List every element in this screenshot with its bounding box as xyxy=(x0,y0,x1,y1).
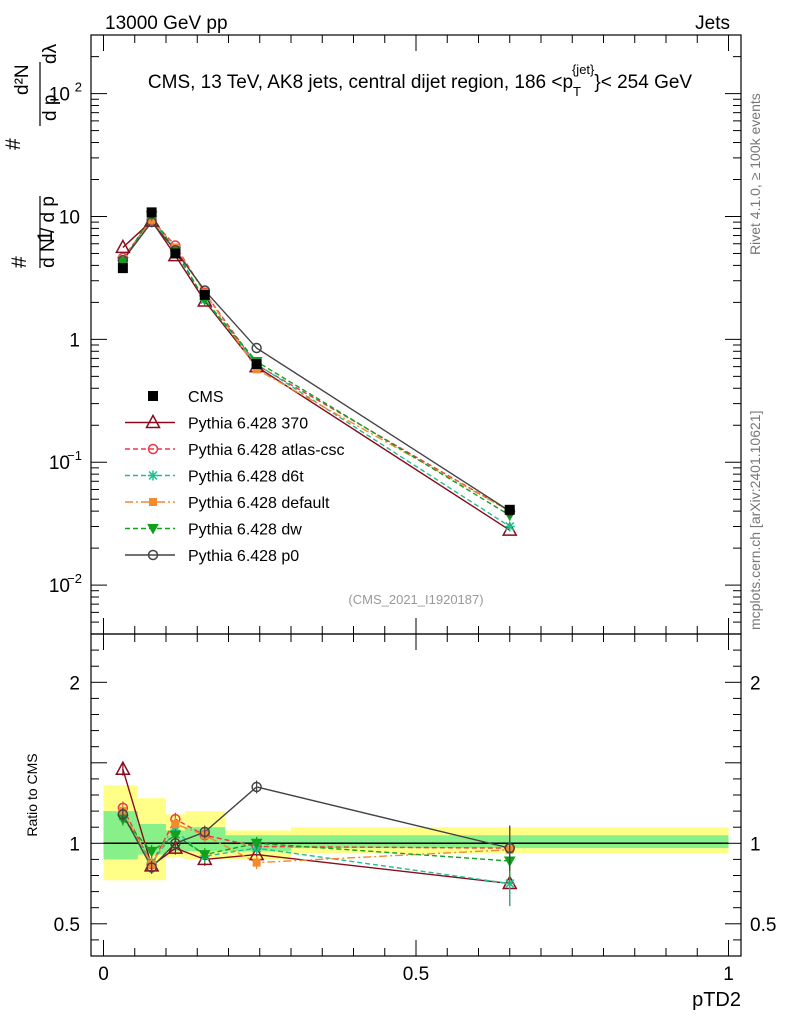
series-point xyxy=(252,365,261,374)
legend-label: Pythia 6.428 dw xyxy=(188,522,302,539)
data-point xyxy=(251,359,262,370)
y-tick-exponent: 2 xyxy=(75,80,82,95)
ratio-point xyxy=(198,850,211,861)
series-point xyxy=(504,521,515,532)
ylabel-dN: d N / d p xyxy=(38,196,59,268)
series-line xyxy=(122,214,511,516)
y-axis-label-ratio: Ratio to CMS xyxy=(24,753,40,836)
main-plot-frame xyxy=(90,34,742,635)
ratio-point xyxy=(115,760,131,775)
x-tick-label: 0 xyxy=(98,964,109,985)
legend-label: Pythia 6.428 d6t xyxy=(188,469,304,486)
ratio-line xyxy=(122,786,510,869)
ratio-point xyxy=(251,781,262,793)
chart-title: CMS, 13 TeV, AK8 jets, central dijet reg… xyxy=(148,62,693,99)
legend-marker xyxy=(149,498,157,506)
ratio-point xyxy=(169,830,182,842)
y-tick-exponent: −2 xyxy=(67,571,82,586)
ratio-point xyxy=(146,862,157,873)
header-right: Jets xyxy=(695,13,730,34)
legend-label: Pythia 6.428 370 xyxy=(188,416,308,433)
ratio-y-tick-label: 1 xyxy=(69,834,80,855)
ratio-point xyxy=(199,826,210,838)
series-point xyxy=(117,257,129,268)
y-tick-label: 10 xyxy=(49,453,70,474)
ratio-line xyxy=(122,810,510,866)
mcplots-label: mcplots.cern.ch [arXiv:2401.10621] xyxy=(747,411,763,630)
y-axis-label-main: # 1 d N / d p # d²N d p dλ xyxy=(2,43,61,268)
ratio-point xyxy=(145,846,158,858)
series-line xyxy=(122,218,511,512)
ylabel-dl: dλ xyxy=(40,43,61,64)
legend-marker xyxy=(147,549,159,561)
title-sub: T xyxy=(573,84,581,99)
ylabel-hash-1: # xyxy=(8,256,31,268)
legend-label: Pythia 6.428 atlas-csc xyxy=(188,442,345,459)
x-axis-label: pTD2 xyxy=(692,989,741,1011)
ratio-y-tick-label: 0.5 xyxy=(54,915,80,936)
legend-marker xyxy=(145,413,161,429)
ylabel-one: 1 xyxy=(34,230,57,242)
data-point xyxy=(170,248,181,259)
data-point xyxy=(504,504,515,515)
legend-marker xyxy=(147,443,159,455)
y-tick-label: 10 xyxy=(49,85,70,106)
series-line xyxy=(122,220,511,512)
y-tick-label: 1 xyxy=(69,330,80,351)
series-point xyxy=(115,238,131,254)
ratio-point xyxy=(171,819,180,828)
series-point xyxy=(146,216,157,228)
ylabel-hash-2: # xyxy=(2,138,25,150)
legend-marker xyxy=(148,391,158,401)
ratio-line xyxy=(122,769,510,885)
ylabel-d2N: d²N xyxy=(12,64,33,95)
analysis-watermark: (CMS_2021_I1920187) xyxy=(348,592,483,607)
ratio-y-tick-label-right: 0.5 xyxy=(750,915,776,936)
ratio-point xyxy=(252,858,261,867)
legend-label: CMS xyxy=(188,389,224,406)
ratio-y-tick-label: 2 xyxy=(69,673,80,694)
ylabel-dpdl: d p xyxy=(40,95,61,121)
data-point xyxy=(117,263,128,274)
legend-label: Pythia 6.428 p0 xyxy=(188,548,299,565)
ratio-line xyxy=(122,815,510,885)
ratio-point xyxy=(250,838,263,850)
y-tick-label: 10 xyxy=(49,576,70,597)
title-end: }< 254 GeV xyxy=(594,72,692,93)
x-tick-label: 0.5 xyxy=(403,964,429,985)
data-point xyxy=(146,207,157,218)
title-main: CMS, 13 TeV, AK8 jets, central dijet reg… xyxy=(148,72,573,93)
ratio-line xyxy=(122,818,510,862)
ratio-point xyxy=(170,838,181,849)
rivet-label: Rivet 4.1.0, ≥ 100k events xyxy=(747,93,763,255)
data-point xyxy=(199,289,210,300)
legend-marker xyxy=(148,470,158,481)
ratio-point xyxy=(504,842,515,854)
series-line xyxy=(122,219,511,531)
header-left: 13000 GeV pp xyxy=(105,13,228,34)
y-tick-label: 10 xyxy=(59,207,80,228)
legend-marker xyxy=(147,524,159,535)
ratio-y-tick-label-right: 1 xyxy=(750,834,761,855)
series-point xyxy=(251,342,262,354)
ratio-y-tick-label-right: 2 xyxy=(750,673,761,694)
title-sup: {jet} xyxy=(572,62,595,77)
legend-label: Pythia 6.428 default xyxy=(188,495,330,512)
ratio-plot-frame xyxy=(90,633,742,957)
x-tick-label: 1 xyxy=(723,964,734,985)
ratio-point xyxy=(117,809,129,820)
y-tick-exponent: −1 xyxy=(67,448,82,463)
